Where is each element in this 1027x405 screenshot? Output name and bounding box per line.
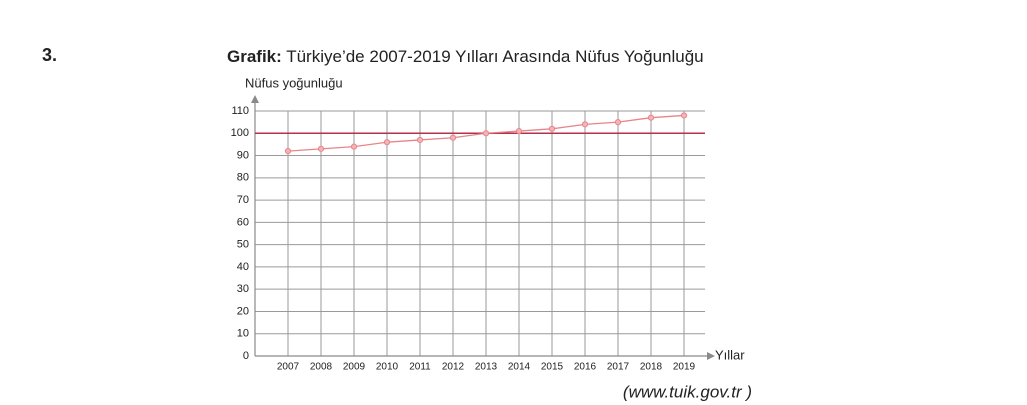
data-point (449, 134, 457, 141)
data-point (317, 145, 325, 152)
data-point (416, 136, 424, 144)
data-point (647, 114, 655, 121)
question-number: 3. (42, 45, 57, 65)
y-axis-label: Nüfus yoğunluğu (245, 75, 343, 90)
x-tick-label: 2008 (310, 362, 333, 373)
y-tick-label: 20 (237, 305, 249, 317)
data-point (284, 147, 292, 155)
x-axis-label: Yıllar (715, 347, 745, 362)
y-tick-label: 50 (237, 239, 249, 251)
x-tick-label: 2007 (277, 362, 300, 373)
y-tick-label: 110 (231, 105, 249, 117)
x-tick-label: 2009 (343, 362, 366, 373)
chart-title: Grafik: Türkiye’de 2007-2019 Yılları Ara… (227, 47, 704, 66)
source: (www.tuik.gov.tr ) (623, 382, 752, 401)
y-tick-label: 10 (237, 328, 249, 340)
data-point (383, 139, 391, 146)
x-tick-label: 2010 (376, 362, 399, 373)
y-tick-label: 60 (237, 216, 249, 228)
y-tick-label: 90 (237, 149, 249, 161)
x-tick-label: 2012 (442, 362, 465, 373)
y-tick-label: 30 (237, 283, 249, 295)
y-axis-arrow (251, 95, 259, 103)
x-tick-label: 2016 (574, 362, 597, 373)
y-tick-label: 100 (231, 127, 249, 139)
data-point (614, 119, 622, 126)
x-tick-label: 2019 (673, 362, 696, 373)
x-tick-label: 2017 (607, 362, 630, 373)
title-label: Grafik: (227, 47, 282, 66)
plot: 0 10 20 30 40 50 60 70 80 90 100 110 2007 2008 2009 201… (231, 95, 715, 373)
y-tick-label: 0 (243, 350, 249, 362)
y-tick-label: 70 (237, 194, 249, 206)
x-tick-label: 2011 (409, 362, 431, 373)
y-tick-label: 40 (237, 261, 249, 273)
x-tick-label: 2015 (541, 362, 564, 373)
x-tick-label: 2018 (640, 362, 663, 373)
title-text: Türkiye’de 2007-2019 Yılları Arasında Nü… (286, 47, 703, 66)
data-point (482, 130, 490, 137)
x-tick-label: 2013 (475, 362, 498, 373)
data-point (515, 127, 523, 135)
data-point (548, 125, 556, 132)
x-axis-arrow (707, 352, 715, 360)
data-point (350, 143, 358, 150)
x-tick-label: 2014 (508, 362, 531, 373)
data-point (680, 112, 688, 119)
data-point (581, 121, 589, 128)
y-tick-label: 80 (237, 172, 249, 184)
